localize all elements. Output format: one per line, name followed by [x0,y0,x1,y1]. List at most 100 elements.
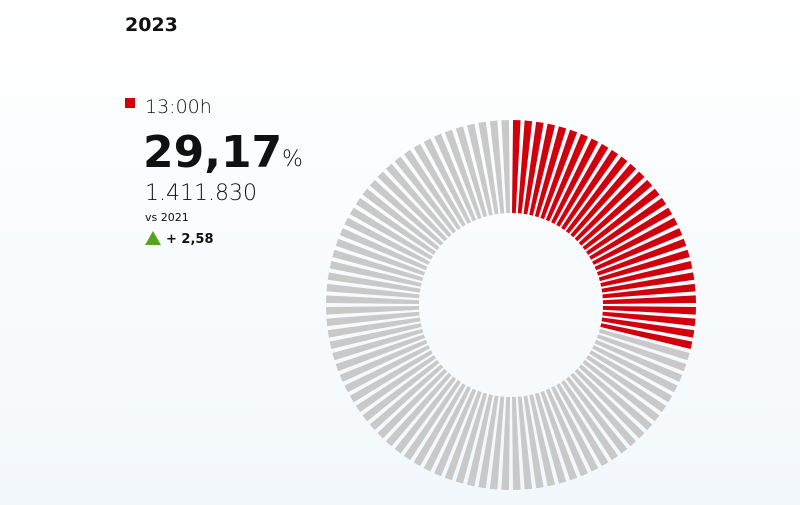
donut-segment [574,171,645,242]
ring-track [551,386,599,472]
ring-track [326,311,420,327]
ring-track [349,350,433,403]
ring-track [332,328,424,361]
ring-track [326,283,420,299]
change-indicator [145,231,161,245]
ring-track [455,392,488,484]
ring-track [335,334,426,372]
unit-label: % [282,147,303,172]
donut-segment [602,311,696,327]
ring-track [578,364,653,431]
ring-track [534,392,567,484]
legend-label: 13:00h [145,96,212,118]
ring-track [326,295,420,304]
donut-segment [578,179,653,246]
ring-track [413,143,466,227]
ring-track [339,228,428,271]
ring-track [466,123,493,216]
ring-track [489,120,505,214]
ring-track [335,238,426,276]
ring-track [394,156,457,234]
ring-track [596,334,687,372]
chart-title: 2023 [125,14,178,36]
ring-track [329,323,422,350]
ring-track [574,368,645,439]
donut-segment [602,295,696,304]
donut-segment [598,249,690,282]
ring-track [423,386,471,472]
ring-track [556,383,609,467]
ring-track [327,317,421,338]
donut-segment [586,197,667,255]
ring-track [413,383,466,467]
ring-track [369,179,444,246]
ring-track [434,133,477,222]
ring-track [478,395,499,489]
ring-track [362,188,440,251]
ring-track [355,197,436,255]
ring-track [444,129,482,220]
ring-track [582,359,660,422]
donut-segment [529,123,556,216]
ring-track [501,120,510,214]
ring-track [466,394,493,487]
ring-track [362,359,440,422]
donut-segment [602,306,696,315]
ring-track [589,350,673,403]
ring-track [355,355,436,413]
donut-segment [589,207,673,260]
ring-track [501,396,510,490]
ring-track [327,272,421,293]
ring-track [332,249,424,282]
donut-segment [600,260,693,287]
donut-segment [570,163,637,238]
ring-track [403,149,461,230]
ring-track [329,260,422,287]
donut-segment [561,149,619,230]
donut-segment [565,156,628,234]
ring-track [344,217,430,265]
donut-segment [523,121,544,215]
ring-track [540,390,578,481]
ring-track [561,380,619,461]
donut-segment [534,126,567,218]
ring-track [455,126,488,218]
ring-track [478,121,499,215]
legend-swatch [125,98,135,108]
donut-segment [556,143,609,227]
ring-track [592,345,678,393]
ring-track [394,376,457,454]
ring-track [385,163,452,238]
ring-track [489,396,505,490]
donut-segment [545,133,588,222]
comparison-label: vs 2021 [145,211,189,224]
donut-segment [600,323,693,350]
donut-segment [592,217,678,265]
ring-track [344,345,430,393]
ring-track [529,394,556,487]
ring-track [349,207,433,260]
ring-track [523,395,544,489]
donut-segment [582,188,660,251]
ring-track [377,171,448,242]
ring-track [586,355,667,413]
donut-segment [540,129,578,220]
ring-track [545,388,588,477]
ring-track [594,339,683,382]
ring-track [423,138,471,224]
ring-track [369,364,444,431]
ring-track [434,388,477,477]
value-label: 29,17 [143,127,282,178]
ring-track [512,396,521,490]
ring-track [377,368,448,439]
donut-segment [596,238,687,276]
donut-segment [601,317,695,338]
donut-segment [602,283,696,299]
change-label: + 2,58 [166,232,214,247]
ring-track [403,380,461,461]
ring-track [385,372,452,447]
ring-track [326,306,420,315]
ring-track [565,376,628,454]
